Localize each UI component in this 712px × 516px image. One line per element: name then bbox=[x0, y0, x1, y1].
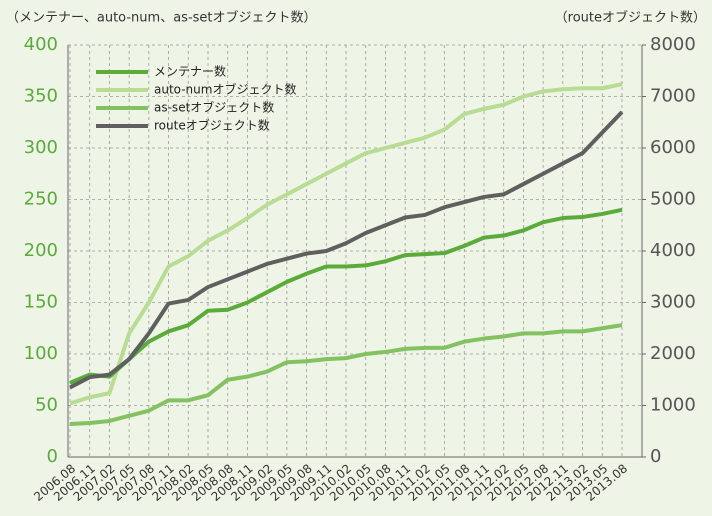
y-axis-title: （メンテナー、auto-num、as-setオブジェクト数） bbox=[6, 10, 317, 26]
y2-tick-label: 3000 bbox=[650, 292, 696, 313]
y2-tick-label: 4000 bbox=[650, 240, 696, 261]
y-tick-label: 100 bbox=[24, 343, 58, 364]
y2-axis-title: （routeオブジェクト数） bbox=[555, 10, 706, 26]
y-tick-label: 200 bbox=[24, 240, 58, 261]
legend-label: メンテナー数 bbox=[154, 64, 226, 79]
y2-tick-label: 8000 bbox=[650, 34, 696, 55]
legend-label: routeオブジェクト数 bbox=[154, 118, 270, 133]
legend-label: auto-numオブジェクト数 bbox=[154, 82, 296, 97]
y-tick-label: 150 bbox=[24, 292, 58, 313]
y-tick-label: 350 bbox=[24, 86, 58, 107]
y2-tick-label: 5000 bbox=[650, 189, 696, 210]
y2-tick-label: 2000 bbox=[650, 343, 696, 364]
series-line bbox=[69, 207, 623, 385]
y-tick-label: 400 bbox=[24, 34, 58, 55]
series-line bbox=[69, 110, 624, 390]
y-tick-label: 250 bbox=[24, 189, 58, 210]
y2-tick-label: 7000 bbox=[650, 86, 696, 107]
y2-tick-label: 1000 bbox=[650, 395, 696, 416]
series-line bbox=[69, 323, 623, 427]
y-tick-label: 50 bbox=[35, 395, 58, 416]
y2-tick-label: 0 bbox=[650, 446, 661, 467]
series-line bbox=[69, 82, 623, 406]
legend-label: as-setオブジェクト数 bbox=[154, 100, 274, 115]
y2-tick-label: 6000 bbox=[650, 137, 696, 158]
y-tick-label: 300 bbox=[24, 137, 58, 158]
y-tick-label: 0 bbox=[47, 446, 58, 467]
